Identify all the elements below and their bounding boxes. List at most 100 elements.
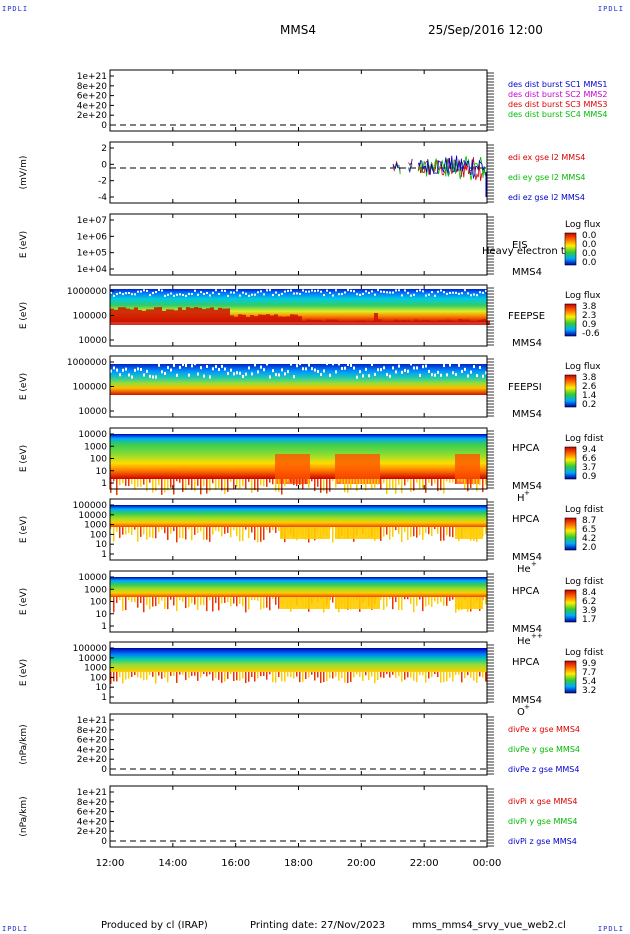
feepsi-speckle <box>464 367 466 371</box>
hpca_o-spike <box>383 672 385 678</box>
hpca_hepp-spike <box>398 597 400 610</box>
feepse-colorbar-tick: -0.6 <box>582 329 600 339</box>
hpca_o-spike <box>179 672 181 675</box>
hpca_hepp-spike <box>200 597 202 606</box>
feepse-speckle <box>128 292 130 295</box>
hpca_o-spike <box>365 672 367 676</box>
feepse-speckle <box>173 294 175 297</box>
hpca_h-species-charge: + <box>524 489 530 497</box>
feepsi-speckle <box>146 369 148 373</box>
hpca_o-spike <box>281 672 283 682</box>
feepse-speckle <box>368 291 370 294</box>
edi-y-tick-label: -2 <box>98 177 107 187</box>
hpca_hepp-spike <box>269 597 271 611</box>
hpca_he-spike <box>152 527 154 539</box>
corner-label-top-left: IPDLI <box>2 5 29 13</box>
hpca_hepp-spike <box>149 597 151 610</box>
hpca_he-spike <box>230 527 232 538</box>
feepse-band-cell <box>474 321 478 325</box>
hpca_hepp-spike <box>404 597 406 600</box>
feepse-speckle <box>320 290 322 293</box>
feepsi-speckle <box>413 366 415 370</box>
feepse-band-cell <box>178 307 182 325</box>
hpca_h-spike <box>146 479 148 492</box>
feepsi-speckle <box>395 370 397 374</box>
feepsi-speckle <box>293 375 295 379</box>
hpca_h-spike <box>311 479 313 482</box>
feepsi-speckle <box>218 368 220 372</box>
hpca_he-spike <box>263 527 265 540</box>
feepse-speckle <box>113 294 115 297</box>
feepsi-y-axis-title: E (eV) <box>19 373 29 400</box>
hpca_hepp-colorbar-tick: 6.2 <box>582 597 596 607</box>
feepse-band-cell <box>330 319 334 325</box>
feepse-band-cell <box>158 307 162 325</box>
hpca_h-spike <box>167 479 169 491</box>
hpca_he-spike <box>158 527 160 532</box>
hpca_he-spike <box>395 527 397 531</box>
feepsi-speckle <box>143 373 145 377</box>
feepse-speckle <box>179 293 181 296</box>
hpca_hepp-spike <box>401 597 403 611</box>
hpca_he-spike <box>197 527 199 534</box>
hpca_he-spike <box>257 527 259 543</box>
hpca_he-colorbar-title: Log fdist <box>565 505 604 515</box>
hpca_hepp-spike <box>395 597 397 603</box>
hpca_hepp-spike <box>146 597 148 606</box>
hpca_h-spike <box>473 479 475 485</box>
hpca_he-spike <box>449 527 451 537</box>
hpca_h-spike <box>440 479 442 491</box>
hpca_he-enhancement <box>455 527 483 539</box>
x-tick-label: 12:00 <box>96 858 125 869</box>
feepsi-speckle <box>266 362 268 366</box>
feepsi-speckle <box>206 364 208 368</box>
feepse-band-cell <box>446 319 450 325</box>
hpca_he-spike <box>149 527 151 538</box>
hpca_h-y-tick-label: 100 <box>90 455 107 465</box>
hpca_he-spike <box>215 527 217 531</box>
hpca_h-spike <box>407 479 409 482</box>
hpca_o-spike <box>404 672 406 680</box>
feepse-speckle <box>236 289 238 292</box>
feepse-band-cell <box>354 320 358 325</box>
feepse-speckle <box>119 291 121 294</box>
feepsi-speckle <box>197 372 199 376</box>
hpca_h-colorbar-tick: 3.7 <box>582 463 596 473</box>
feepse-speckle <box>143 289 145 292</box>
edi-y-axis-title: (mV/m) <box>19 156 29 190</box>
hpca_hepp-spike <box>440 597 442 602</box>
x-tick-label: 18:00 <box>284 858 313 869</box>
feepse-band-cell <box>318 319 322 325</box>
hpca_o-spike <box>470 672 472 678</box>
hpca_h-spike <box>395 479 397 494</box>
hpca_o-colorbar-title: Log fdist <box>565 648 604 658</box>
feepse-band-cell <box>218 307 222 325</box>
feepse-speckle <box>449 291 451 294</box>
feepsi-speckle <box>164 371 166 375</box>
divpe-legend-entry: divPe z gse MMS4 <box>508 765 579 774</box>
hpca_hepp-spike <box>170 597 172 600</box>
feepsi-speckle <box>116 368 118 372</box>
hpca_hepp-spike <box>452 597 454 600</box>
hpca_o-y-tick-label: 100 <box>90 673 107 683</box>
eis-colorbar-title: Log flux <box>565 220 601 230</box>
feepsi-speckle <box>242 374 244 378</box>
dist-y-tick-label: 4e+20 <box>77 101 108 111</box>
hpca_o-spike <box>395 672 397 678</box>
hpca_he-spike <box>251 527 253 533</box>
hpca_o-spike <box>194 672 196 676</box>
feepse-speckle <box>350 289 352 292</box>
feepse-speckle <box>239 294 241 297</box>
divpi-frame <box>109 785 488 848</box>
feepse-speckle <box>347 289 349 292</box>
feepsi-speckle <box>308 363 310 367</box>
feepse-speckle <box>200 291 202 294</box>
feepse-speckle <box>335 289 337 292</box>
feepse-band-cell <box>302 321 306 325</box>
feepsi-speckle <box>194 362 196 366</box>
hpca_h-spike <box>113 479 115 482</box>
feepsi-speckle <box>362 374 364 378</box>
hpca_hepp-spike <box>185 597 187 609</box>
hpca_h-spike <box>431 479 433 486</box>
hpca_h-spike <box>323 479 325 492</box>
